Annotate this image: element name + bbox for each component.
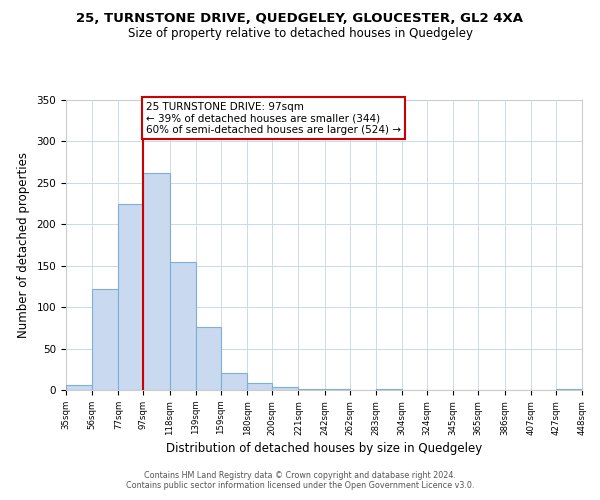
Bar bbox=[170, 262, 196, 390]
Bar bbox=[556, 389, 582, 390]
Bar bbox=[143, 173, 170, 390]
Bar bbox=[66, 385, 92, 390]
Text: Size of property relative to detached houses in Quedgeley: Size of property relative to detached ho… bbox=[128, 28, 473, 40]
X-axis label: Distribution of detached houses by size in Quedgeley: Distribution of detached houses by size … bbox=[166, 442, 482, 454]
Text: 25 TURNSTONE DRIVE: 97sqm
← 39% of detached houses are smaller (344)
60% of semi: 25 TURNSTONE DRIVE: 97sqm ← 39% of detac… bbox=[146, 102, 401, 135]
Bar bbox=[221, 372, 247, 390]
Bar bbox=[118, 204, 143, 390]
Text: 25, TURNSTONE DRIVE, QUEDGELEY, GLOUCESTER, GL2 4XA: 25, TURNSTONE DRIVE, QUEDGELEY, GLOUCEST… bbox=[77, 12, 523, 26]
Bar bbox=[325, 389, 350, 390]
Bar bbox=[272, 386, 298, 390]
Bar bbox=[298, 389, 325, 390]
Text: Contains HM Land Registry data © Crown copyright and database right 2024.: Contains HM Land Registry data © Crown c… bbox=[144, 471, 456, 480]
Bar bbox=[376, 389, 402, 390]
Text: Contains public sector information licensed under the Open Government Licence v3: Contains public sector information licen… bbox=[126, 481, 474, 490]
Bar bbox=[247, 382, 272, 390]
Bar bbox=[92, 289, 118, 390]
Y-axis label: Number of detached properties: Number of detached properties bbox=[17, 152, 29, 338]
Bar bbox=[196, 327, 221, 390]
